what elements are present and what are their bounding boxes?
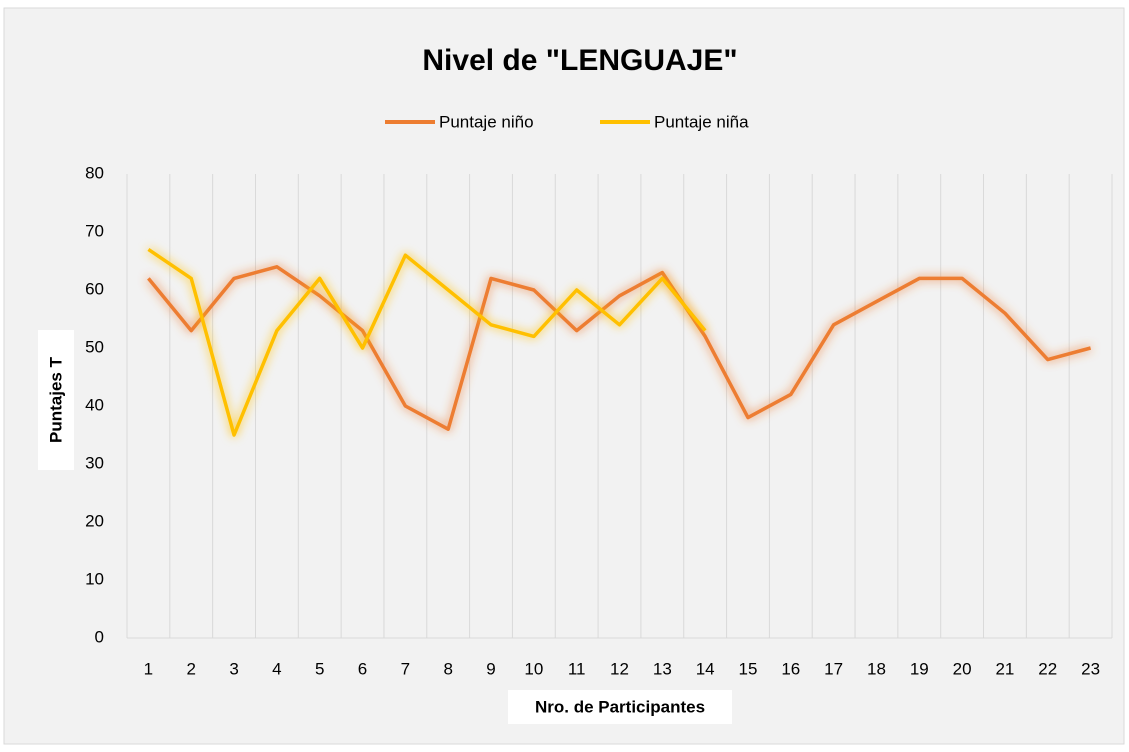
x-tick-label: 19 [910,659,929,678]
y-label-box [38,330,74,470]
legend-label: Puntaje niña [654,112,749,131]
x-tick-label: 18 [867,659,886,678]
y-tick-label: 60 [85,279,104,298]
x-tick-label: 5 [315,659,324,678]
x-tick-label: 13 [653,659,672,678]
y-axis-label: Puntajes T [46,356,65,443]
x-tick-label: 22 [1038,659,1057,678]
x-tick-label: 20 [953,659,972,678]
x-tick-label: 17 [824,659,843,678]
x-tick-label: 15 [739,659,758,678]
x-tick-label: 8 [443,659,452,678]
y-tick-label: 10 [85,569,104,588]
x-tick-label: 12 [610,659,629,678]
chart-title: Nivel de "LENGUAJE" [422,44,737,77]
x-tick-label: 3 [229,659,238,678]
x-tick-label: 11 [568,659,586,678]
legend: Puntaje niño Puntaje niña [385,112,749,131]
y-tick-label: 80 [85,163,104,182]
y-tick-label: 30 [85,453,104,472]
y-tick-label: 0 [95,627,104,646]
x-tick-label: 14 [696,659,715,678]
x-tick-label: 2 [187,659,196,678]
y-tick-label: 40 [85,395,104,414]
x-tick-label: 9 [486,659,495,678]
x-tick-label: 21 [995,659,1014,678]
y-tick-label: 50 [85,337,104,356]
x-tick-label: 6 [358,659,367,678]
chart-background [3,7,1125,745]
x-tick-label: 10 [524,659,543,678]
x-tick-label: 23 [1081,659,1100,678]
x-label-box [508,690,732,724]
x-tick-label: 16 [781,659,800,678]
data-line [147,265,1092,431]
y-tick-label: 20 [85,511,104,530]
data-line [147,247,707,437]
y-tick-label: 70 [85,221,104,240]
x-axis-label: Nro. de Participantes [535,697,705,716]
x-tick-label: 7 [401,659,410,678]
legend-label: Puntaje niño [439,112,534,131]
x-tick-label: 4 [272,659,281,678]
x-tick-label: 1 [144,659,153,678]
